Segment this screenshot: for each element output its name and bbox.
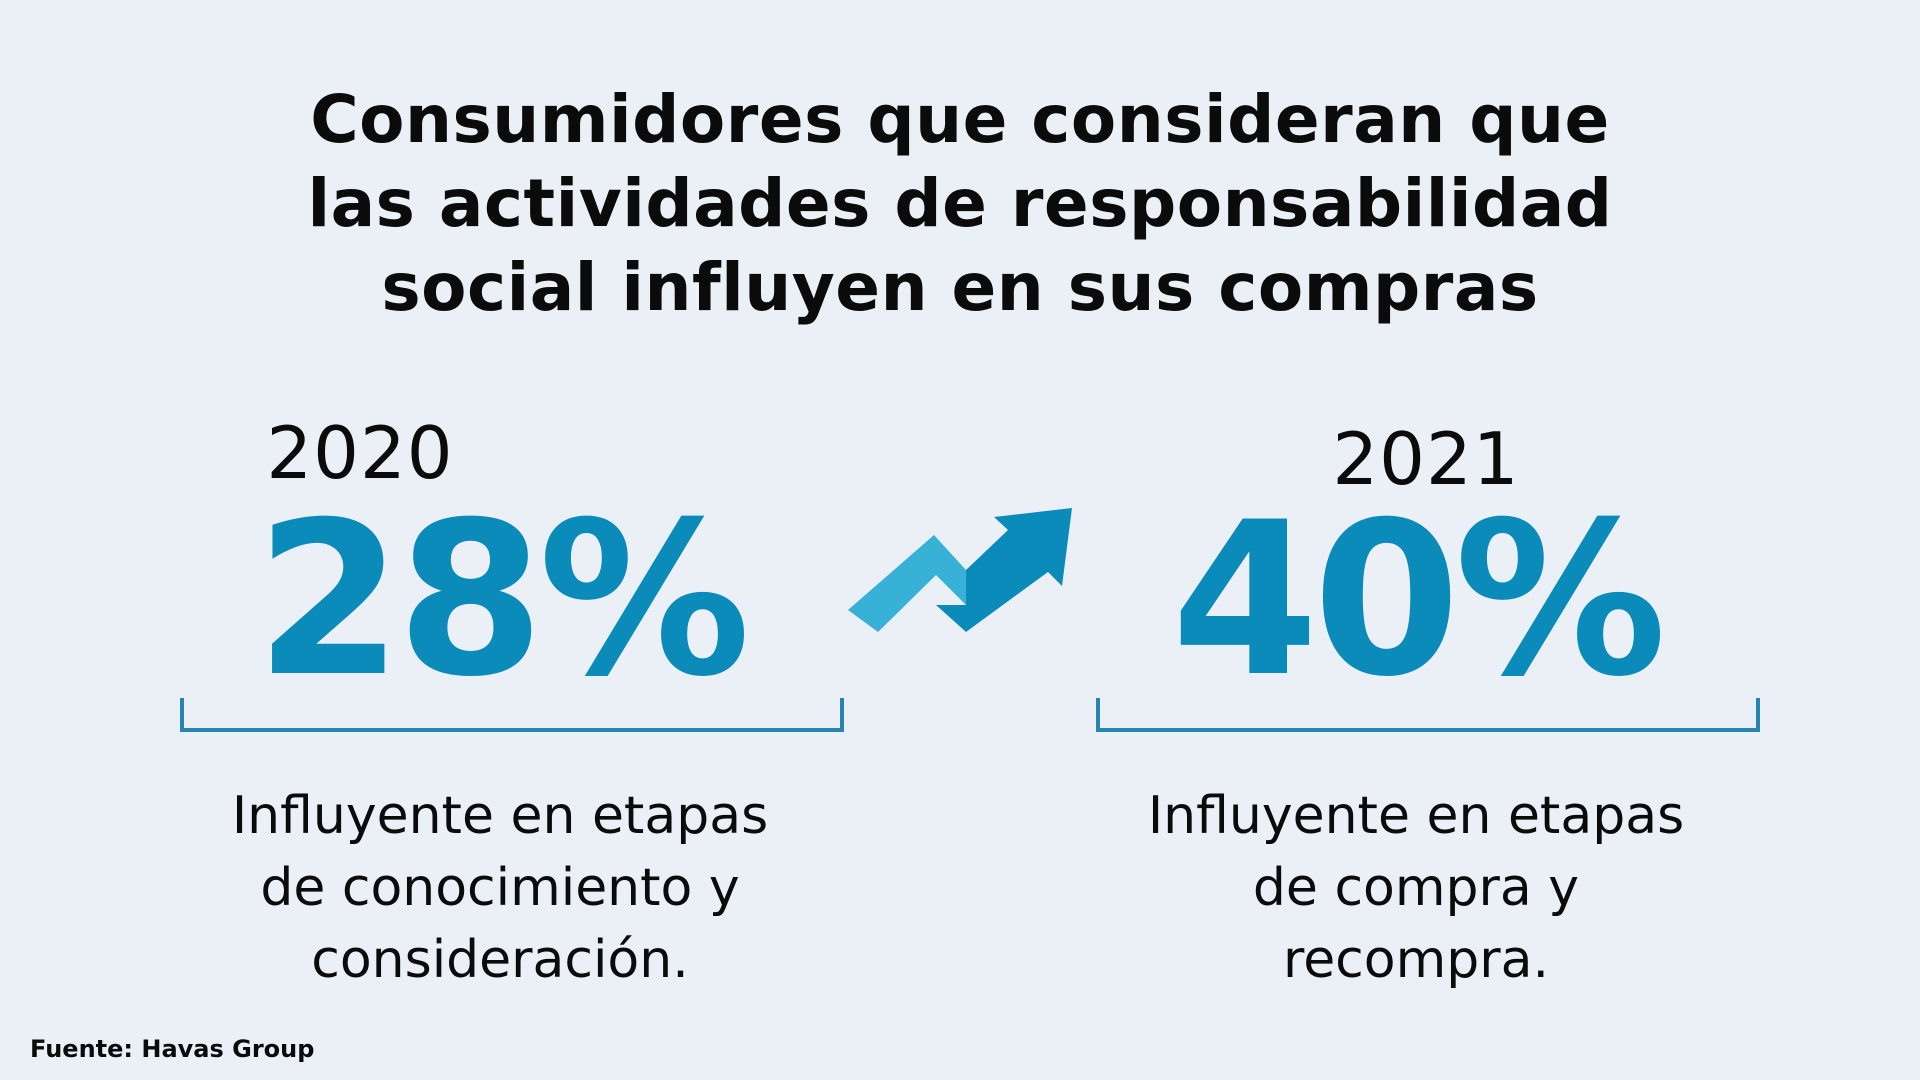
description-line: Influyente en etapas [1147, 786, 1685, 846]
trend-arrow-light-segment [848, 535, 966, 632]
trend-up-arrow-icon [848, 508, 1072, 632]
page-title: Consumidores que consideran que las acti… [0, 78, 1920, 330]
year-label: 2020 [266, 411, 454, 495]
title-line-2: las actividades de responsabilidad [307, 165, 1613, 242]
stat-2020: 2020 28% Influyente en etapas de conocim… [160, 400, 844, 1000]
stat-2021: 2021 40% Influyente en etapas de compra … [1076, 400, 1760, 1000]
bracket-divider [180, 698, 844, 732]
title-line-1: Consumidores que consideran que [310, 81, 1610, 158]
percent-value: 40% [1171, 476, 1666, 723]
description-line: recompra. [1282, 930, 1550, 990]
title-line-3: social influyen en sus compras [381, 249, 1539, 326]
percent-value: 28% [255, 476, 750, 723]
description-line: de compra y [1252, 858, 1580, 918]
source-credit: Fuente: Havas Group [30, 1035, 315, 1063]
trend-arrow-dark-head [936, 508, 1072, 632]
bracket-divider [1096, 698, 1760, 732]
year-label: 2021 [1332, 417, 1520, 501]
stat-description: Influyente en etapas de compra y recompr… [1076, 780, 1756, 996]
description-line: de conocimiento y [260, 858, 740, 918]
stat-description: Influyente en etapas de conocimiento y c… [160, 780, 840, 996]
description-line: consideración. [311, 930, 689, 990]
description-line: Influyente en etapas [231, 786, 769, 846]
